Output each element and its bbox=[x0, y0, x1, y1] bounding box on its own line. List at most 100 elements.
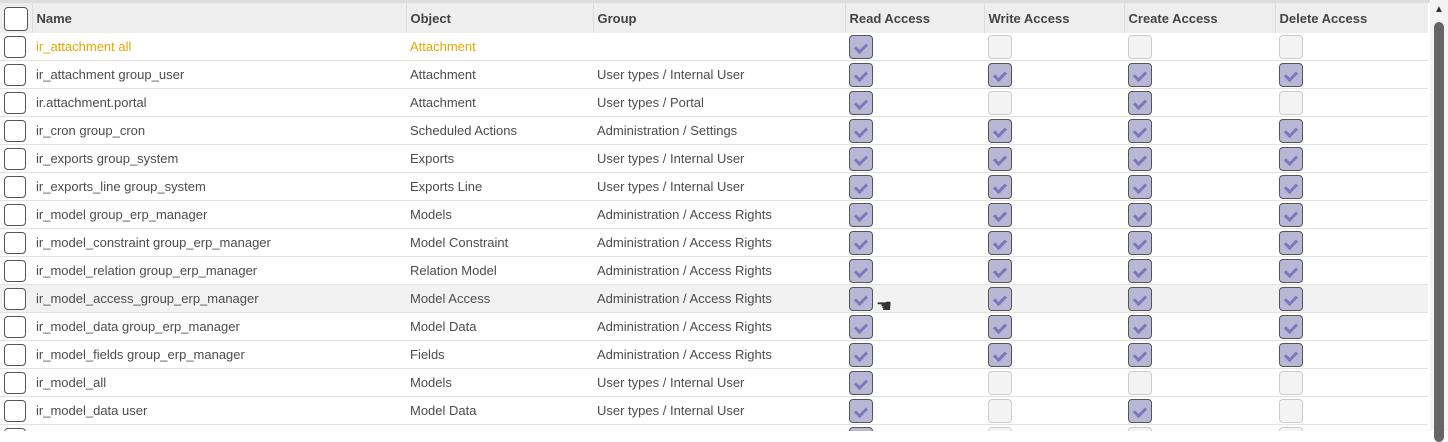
read-access-checkbox[interactable] bbox=[849, 286, 873, 311]
table-row[interactable]: ir_exports group_system Exports User types… bbox=[0, 144, 1428, 173]
scroll-up-icon[interactable]: ▲ bbox=[1434, 4, 1444, 15]
write-access-checkbox[interactable] bbox=[988, 230, 1012, 255]
row-select-checkbox[interactable] bbox=[4, 427, 26, 431]
read-access-checkbox[interactable] bbox=[849, 118, 873, 143]
create-access-checkbox[interactable] bbox=[1128, 342, 1152, 367]
row-select-checkbox[interactable] bbox=[4, 371, 26, 394]
row-select-checkbox[interactable] bbox=[4, 63, 26, 86]
row-select-checkbox[interactable] bbox=[4, 287, 26, 310]
delete-access-checkbox[interactable] bbox=[1279, 118, 1303, 143]
scrollbar[interactable]: ▲ bbox=[1430, 0, 1448, 442]
create-access-checkbox[interactable] bbox=[1128, 314, 1152, 339]
delete-access-checkbox[interactable] bbox=[1279, 230, 1303, 255]
read-access-checkbox[interactable] bbox=[849, 314, 873, 339]
row-select-checkbox[interactable] bbox=[4, 35, 26, 58]
read-access-checkbox[interactable] bbox=[849, 342, 873, 367]
write-access-checkbox[interactable] bbox=[988, 398, 1012, 423]
table-row[interactable]: ir.attachment.portal Attachment User types… bbox=[0, 88, 1428, 117]
table-row[interactable]: ir_model_fields group_erp_manager Fields A… bbox=[0, 340, 1428, 369]
create-access-checkbox[interactable] bbox=[1128, 62, 1152, 87]
create-access-checkbox[interactable] bbox=[1128, 398, 1152, 423]
delete-access-checkbox[interactable] bbox=[1279, 146, 1303, 171]
column-header-group[interactable]: Group bbox=[592, 3, 845, 33]
row-select-checkbox[interactable] bbox=[4, 175, 26, 198]
table-row[interactable]: ir_model_fields userFieldsUser types / I… bbox=[0, 424, 1428, 431]
delete-access-checkbox[interactable] bbox=[1279, 286, 1303, 311]
delete-access-checkbox[interactable] bbox=[1279, 174, 1303, 199]
table-row[interactable]: ir_model group_erp_manager Models Administ… bbox=[0, 200, 1428, 229]
scrollbar-thumb[interactable] bbox=[1434, 22, 1444, 442]
create-access-checkbox[interactable] bbox=[1128, 286, 1152, 311]
table-row[interactable]: ir_cron group_cron Scheduled Actions Admin… bbox=[0, 116, 1428, 145]
delete-access-checkbox[interactable] bbox=[1279, 258, 1303, 283]
read-access-checkbox[interactable] bbox=[849, 202, 873, 227]
read-access-checkbox[interactable] bbox=[849, 370, 873, 395]
row-select-checkbox[interactable] bbox=[4, 203, 26, 226]
read-access-checkbox[interactable] bbox=[849, 258, 873, 283]
create-access-checkbox[interactable] bbox=[1128, 370, 1152, 395]
row-select-checkbox[interactable] bbox=[4, 231, 26, 254]
row-select-checkbox[interactable] bbox=[4, 315, 26, 338]
read-access-checkbox[interactable] bbox=[849, 146, 873, 171]
table-row[interactable]: ir_exports_line group_system Exports Line… bbox=[0, 172, 1428, 201]
read-access-checkbox[interactable] bbox=[849, 398, 873, 423]
write-access-checkbox[interactable] bbox=[988, 202, 1012, 227]
create-access-checkbox[interactable] bbox=[1128, 34, 1152, 59]
read-access-checkbox[interactable] bbox=[849, 230, 873, 255]
table-row[interactable]: ir_model_data group_erp_manager Model Dat… bbox=[0, 312, 1428, 341]
create-access-checkbox[interactable] bbox=[1128, 146, 1152, 171]
read-access-checkbox[interactable] bbox=[849, 426, 873, 431]
table-row[interactable]: ir_model_data user Model Data User types /… bbox=[0, 396, 1428, 425]
write-access-checkbox[interactable] bbox=[988, 258, 1012, 283]
row-select-checkbox[interactable] bbox=[4, 343, 26, 366]
create-access-checkbox[interactable] bbox=[1128, 258, 1152, 283]
read-access-checkbox[interactable] bbox=[849, 62, 873, 87]
write-access-checkbox[interactable] bbox=[988, 426, 1012, 431]
write-access-checkbox[interactable] bbox=[988, 62, 1012, 87]
create-access-checkbox[interactable] bbox=[1128, 174, 1152, 199]
read-access-checkbox[interactable] bbox=[849, 90, 873, 115]
row-select-checkbox[interactable] bbox=[4, 147, 26, 170]
delete-access-checkbox[interactable] bbox=[1279, 202, 1303, 227]
row-select-checkbox[interactable] bbox=[4, 399, 26, 422]
delete-access-checkbox[interactable] bbox=[1279, 398, 1303, 423]
create-access-checkbox[interactable] bbox=[1128, 118, 1152, 143]
select-all-checkbox[interactable] bbox=[4, 7, 28, 31]
column-header-read[interactable]: Read Access bbox=[844, 3, 984, 33]
write-access-checkbox[interactable] bbox=[988, 90, 1012, 115]
column-header-create[interactable]: Create Access bbox=[1123, 3, 1275, 33]
delete-access-checkbox[interactable] bbox=[1279, 426, 1303, 431]
delete-access-checkbox[interactable] bbox=[1279, 370, 1303, 395]
column-header-name[interactable]: Name bbox=[31, 3, 406, 33]
table-row[interactable]: ir_model_access_group_erp_manager Model A… bbox=[0, 284, 1428, 313]
column-header-object[interactable]: Object bbox=[405, 3, 593, 33]
delete-access-checkbox[interactable] bbox=[1279, 314, 1303, 339]
write-access-checkbox[interactable] bbox=[988, 342, 1012, 367]
row-select-checkbox[interactable] bbox=[4, 91, 26, 114]
write-access-checkbox[interactable] bbox=[988, 146, 1012, 171]
table-row[interactable]: ir_model_relation group_erp_manager Relat… bbox=[0, 256, 1428, 285]
write-access-checkbox[interactable] bbox=[988, 370, 1012, 395]
table-row[interactable]: ir_attachment group_user Attachment User t… bbox=[0, 60, 1428, 89]
create-access-checkbox[interactable] bbox=[1128, 230, 1152, 255]
read-access-checkbox[interactable] bbox=[849, 34, 873, 59]
write-access-checkbox[interactable] bbox=[988, 34, 1012, 59]
create-access-checkbox[interactable] bbox=[1128, 90, 1152, 115]
table-row[interactable]: ir_model_constraint group_erp_manager Mod… bbox=[0, 228, 1428, 257]
write-access-checkbox[interactable] bbox=[988, 174, 1012, 199]
write-access-checkbox[interactable] bbox=[988, 118, 1012, 143]
table-row[interactable]: ir_attachment all Attachment bbox=[0, 33, 1428, 61]
delete-access-checkbox[interactable] bbox=[1279, 34, 1303, 59]
table-row[interactable]: ir_model_all Models User types / Internal … bbox=[0, 368, 1428, 397]
row-select-checkbox[interactable] bbox=[4, 119, 26, 142]
row-select-checkbox[interactable] bbox=[4, 259, 26, 282]
delete-access-checkbox[interactable] bbox=[1279, 342, 1303, 367]
column-header-write[interactable]: Write Access bbox=[983, 3, 1124, 33]
delete-access-checkbox[interactable] bbox=[1279, 90, 1303, 115]
column-header-delete[interactable]: Delete Access bbox=[1274, 3, 1428, 33]
create-access-checkbox[interactable] bbox=[1128, 202, 1152, 227]
read-access-checkbox[interactable] bbox=[849, 174, 873, 199]
create-access-checkbox[interactable] bbox=[1128, 426, 1152, 431]
write-access-checkbox[interactable] bbox=[988, 286, 1012, 311]
write-access-checkbox[interactable] bbox=[988, 314, 1012, 339]
